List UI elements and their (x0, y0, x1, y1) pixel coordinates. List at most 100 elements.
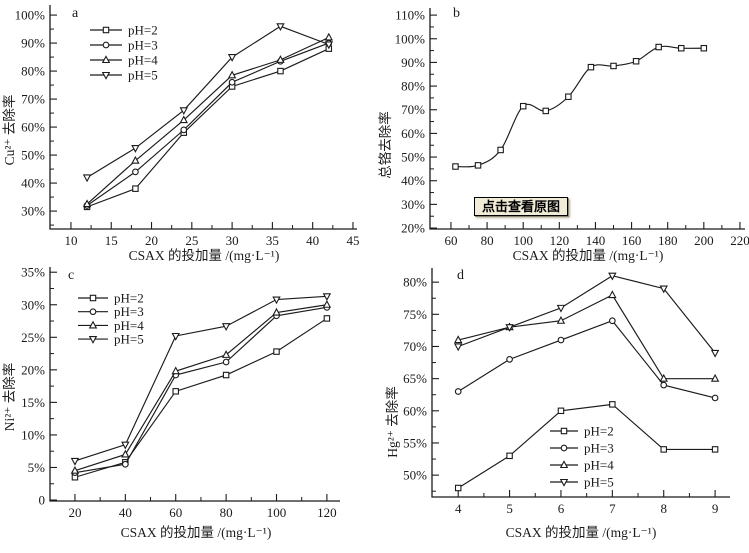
svg-text:60: 60 (444, 233, 457, 248)
svg-text:40%: 40% (401, 173, 425, 188)
svg-text:60%: 60% (403, 403, 427, 418)
series-pH=2 (83, 45, 333, 211)
svg-text:20%: 20% (401, 221, 425, 236)
svg-text:100: 100 (513, 233, 533, 248)
svg-text:5%: 5% (28, 460, 46, 475)
view-original-image-button[interactable]: 点击查看原图 (474, 197, 569, 216)
svg-text:6: 6 (558, 501, 565, 516)
svg-text:50%: 50% (21, 148, 45, 163)
subplot-b-total-cr-removal: 60 80 100 120 140 160 180 200 220 20% 30% 40% 50% 60%… (377, 6, 749, 263)
svg-text:30%: 30% (401, 197, 425, 212)
svg-text:20: 20 (145, 233, 158, 248)
svg-text:60: 60 (169, 505, 182, 520)
svg-text:45: 45 (346, 233, 359, 248)
svg-text:70%: 70% (401, 102, 425, 117)
y-axis-title: Hg²⁺ 去除率 (384, 386, 400, 458)
y-tick-labels: 30% 40% 50% 60% 70% 80% 90% 100% (15, 8, 46, 219)
svg-text:100%: 100% (15, 8, 46, 23)
svg-text:10%: 10% (21, 427, 45, 442)
axes (429, 8, 745, 230)
panel-label: c (68, 268, 74, 283)
svg-text:100: 100 (267, 505, 287, 520)
svg-text:180: 180 (658, 233, 678, 248)
x-tick-labels: 10 15 20 25 30 35 40 45 (64, 233, 359, 248)
svg-text:75%: 75% (403, 307, 427, 322)
y-axis-title: Cu²⁺ 去除率 (1, 95, 17, 166)
svg-text:50%: 50% (403, 468, 427, 483)
svg-text:25%: 25% (21, 330, 45, 345)
svg-text:110%: 110% (395, 8, 425, 23)
x-axis-title: CSAX 的投加量 /(mg·L⁻¹) (129, 248, 280, 263)
svg-text:pH=4: pH=4 (584, 458, 614, 473)
svg-text:35%: 35% (21, 265, 45, 280)
series-pH=5 (70, 293, 332, 466)
svg-text:7: 7 (609, 501, 616, 516)
svg-text:70%: 70% (21, 92, 45, 107)
svg-text:pH=5: pH=5 (128, 68, 158, 83)
svg-text:40: 40 (306, 233, 319, 248)
series-pH=3 (83, 39, 333, 209)
panel-label: a (72, 6, 79, 21)
svg-text:40%: 40% (21, 176, 45, 191)
svg-text:30%: 30% (21, 204, 45, 219)
svg-text:pH=3: pH=3 (584, 441, 614, 456)
subplot-a-cu-removal: 10 15 20 25 30 35 40 45 30% 40% 50% 60% 70% 80% 90% 100… (1, 5, 359, 263)
legend: pH=2 pH=3 pH=4 pH=5 (550, 424, 614, 490)
svg-text:15%: 15% (21, 395, 45, 410)
panel-label: b (453, 6, 460, 21)
series-pH=4 (453, 290, 720, 382)
svg-text:35: 35 (266, 233, 279, 248)
series-pH=3 (454, 317, 719, 402)
x-tick-labels: 20 40 60 80 100 120 (68, 505, 336, 520)
svg-text:50%: 50% (401, 150, 425, 165)
axes (49, 5, 357, 230)
y-axis-title: Ni²⁺ 去除率 (1, 363, 17, 432)
axes (431, 268, 730, 498)
svg-text:90%: 90% (401, 55, 425, 70)
svg-text:pH=2: pH=2 (584, 424, 614, 439)
x-axis-title: CSAX 的投加量 /(mg·L⁻¹) (513, 248, 664, 263)
y-axis-title: 总铬去除率 (377, 111, 393, 179)
x-axis-title: CSAX 的投加量 /(mg·L⁻¹) (506, 525, 657, 540)
y-tick-labels: 0 5% 10% 15% 20% 25% 30% 35% (21, 265, 45, 508)
series-pH=2 (71, 315, 331, 481)
svg-text:120: 120 (317, 505, 337, 520)
panel-label: d (457, 268, 464, 283)
svg-text:pH=5: pH=5 (114, 332, 144, 347)
x-axis-title: CSAX 的投加量 /(mg·L⁻¹) (121, 525, 272, 540)
svg-text:80: 80 (220, 505, 233, 520)
series-pH=5 (453, 272, 720, 358)
series-pH=4 (82, 32, 334, 208)
x-tick-labels: 60 80 100 120 140 160 180 200 220 (444, 233, 749, 248)
svg-text:55%: 55% (403, 435, 427, 450)
svg-text:15: 15 (105, 233, 118, 248)
svg-text:pH=5: pH=5 (584, 475, 614, 490)
svg-text:20%: 20% (21, 362, 45, 377)
svg-text:30%: 30% (21, 297, 45, 312)
svg-text:40: 40 (119, 505, 132, 520)
svg-text:pH=2: pH=2 (128, 23, 158, 38)
svg-text:4: 4 (455, 501, 462, 516)
series-pH=5 (82, 23, 334, 183)
svg-text:5: 5 (506, 501, 513, 516)
svg-text:0: 0 (39, 493, 46, 508)
svg-text:9: 9 (712, 501, 719, 516)
svg-text:25: 25 (185, 233, 198, 248)
svg-text:60%: 60% (21, 120, 45, 135)
subplot-c-ni-removal: 20 40 60 80 100 120 0 5% 10% 15% 20% 25% 30% 35% CSAX … (1, 265, 340, 540)
svg-text:pH=3: pH=3 (114, 304, 144, 319)
svg-text:80%: 80% (21, 64, 45, 79)
axes (49, 267, 340, 502)
svg-text:90%: 90% (21, 36, 45, 51)
svg-text:200: 200 (694, 233, 714, 248)
svg-text:65%: 65% (403, 371, 427, 386)
svg-text:pH=4: pH=4 (128, 53, 158, 68)
svg-text:20: 20 (68, 505, 81, 520)
legend: pH=2pH=3pH=4pH=5 (78, 291, 144, 347)
svg-text:pH=2: pH=2 (114, 291, 144, 306)
svg-text:160: 160 (622, 233, 642, 248)
svg-text:120: 120 (550, 233, 570, 248)
svg-text:10: 10 (64, 233, 77, 248)
series-pH=2 (454, 401, 719, 492)
